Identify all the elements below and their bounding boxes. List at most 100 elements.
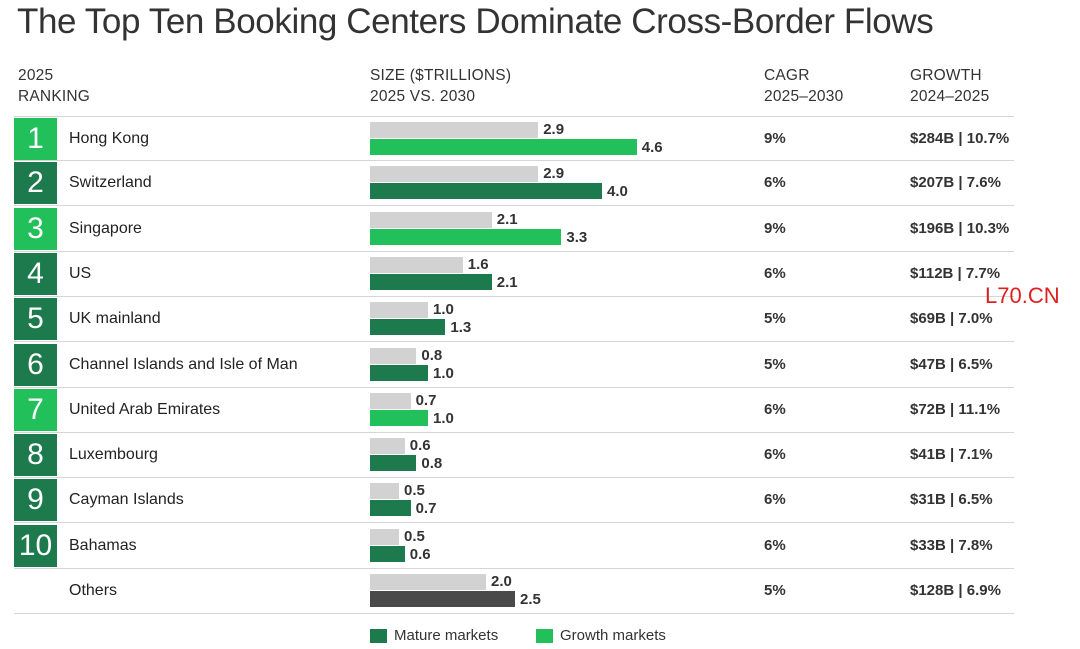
bar-2030-value: 4.6	[641, 139, 663, 156]
growth-value: $284B | 10.7%	[910, 130, 1010, 147]
growth-value: $196B | 10.3%	[910, 219, 1010, 237]
legend-label-mature: Mature markets	[394, 627, 499, 644]
growth-value: $47B | 6.5%	[910, 355, 993, 373]
bar-2025-value: 2.1	[496, 210, 518, 228]
country-label: UK mainland	[69, 310, 161, 328]
legend-swatch-growth	[536, 628, 553, 643]
bar-2030-value: 1.0	[433, 409, 454, 427]
country-label: US	[69, 264, 92, 282]
table-row: Others 2.0 2.5 5% $128B | 6.9%	[14, 569, 1014, 614]
country-label: Luxembourg	[69, 446, 158, 464]
growth-value: $207B | 7.6%	[910, 174, 1001, 192]
rank-badge: 3	[14, 207, 57, 250]
rank-badge: 1	[14, 118, 57, 160]
header-growth: GROWTH 2024–2025	[910, 65, 989, 107]
rank-badge: 7	[14, 388, 57, 431]
chart-title: The Top Ten Booking Centers Dominate Cro…	[17, 2, 934, 41]
country-label: Bahamas	[69, 536, 137, 554]
bar-2025-value: 0.8	[421, 346, 443, 364]
cagr-value: 9%	[764, 219, 786, 237]
country-label: United Arab Emirates	[69, 400, 221, 418]
bar-2025	[370, 438, 405, 455]
table-row: 9 Cayman Islands 0.5 0.7 6% $31B | 6.5%	[14, 478, 1014, 524]
watermark-text: L70.CN	[985, 283, 1060, 308]
growth-value: $31B | 6.5%	[910, 491, 993, 509]
bar-2025	[370, 574, 486, 590]
bar-2025	[370, 256, 463, 273]
bar-2025	[370, 392, 411, 409]
table-row: 6 Channel Islands and Isle of Man 0.8 1.0 5%…	[14, 343, 1014, 388]
rank-badge: 8	[14, 434, 57, 477]
cagr-value: 6%	[764, 491, 786, 509]
cagr-value: 9%	[764, 130, 786, 147]
header-cagr-line2: 2025–2030	[764, 88, 844, 105]
growth-value: $72B | 11.1%	[910, 400, 1001, 418]
bar-2030-value: 4.0	[607, 183, 628, 201]
bar-2025-value: 0.5	[404, 527, 425, 545]
legend-item-mature: Mature markets	[370, 627, 498, 644]
header-ranking: 2025 RANKING	[18, 65, 90, 107]
header-ranking-line2: RANKING	[18, 88, 91, 105]
rank-badge: 2	[14, 162, 57, 205]
growth-value: $33B | 7.8%	[910, 536, 993, 554]
bar-2025-value: 2.9	[543, 121, 565, 138]
bar-2025	[370, 122, 539, 138]
table-row: 5 UK mainland 1.0 1.3 5% $69B | 7.0%	[14, 297, 1014, 343]
bar-2030	[370, 545, 405, 562]
bar-2025	[370, 166, 539, 183]
bar-2025-value: 0.6	[409, 437, 431, 455]
bar-2030-value: 0.7	[415, 500, 437, 518]
table-row: 7 United Arab Emirates 0.7 1.0 6% $72B | 11.1…	[14, 388, 1014, 433]
rank-badge: 5	[14, 298, 57, 341]
bar-2025-value: 1.0	[433, 301, 454, 319]
header-size: SIZE ($TRILLIONS) 2025 VS. 2030	[370, 65, 511, 107]
bar-2030	[370, 319, 446, 336]
header-cagr: CAGR 2025–2030	[764, 65, 843, 107]
bar-2025	[370, 483, 399, 500]
growth-value: $69B | 7.0%	[910, 310, 993, 328]
cagr-value: 6%	[764, 446, 786, 464]
bar-2025-value: 0.7	[415, 391, 437, 409]
bar-2030	[370, 591, 515, 607]
bar-2030	[370, 500, 411, 517]
table-row: 1 Hong Kong 2.9 4.6 9% $284B | 10.7%	[14, 116, 1014, 161]
table-row: 10 Bahamas 0.5 0.6 6% $33B | 7.8%	[14, 524, 1014, 569]
bar-2030-value: 2.5	[520, 591, 541, 608]
table-row: 3 Singapore 2.1 3.3 9% $196B | 10.3%	[14, 207, 1014, 252]
header-size-line1: SIZE ($TRILLIONS)	[370, 67, 512, 84]
bar-2025-value: 2.0	[491, 573, 512, 590]
bar-2030	[370, 409, 428, 426]
cagr-value: 6%	[764, 264, 786, 282]
bar-2030-value: 0.6	[409, 545, 431, 563]
bar-2030-value: 2.1	[496, 273, 518, 291]
bar-2030	[370, 228, 562, 245]
rank-badge: 10	[14, 524, 57, 567]
bar-2030	[370, 455, 417, 472]
bar-2025-value: 2.9	[543, 165, 565, 183]
bar-2030-value: 1.3	[450, 319, 472, 337]
table-row: 8 Luxembourg 0.6 0.8 6% $41B | 7.1%	[14, 433, 1014, 479]
legend-label-growth: Growth markets	[560, 627, 666, 644]
bar-2030-value: 1.0	[433, 364, 454, 382]
table-row: 2 Switzerland 2.9 4.0 6% $207B | 7.6%	[14, 161, 1014, 207]
bar-2030	[370, 183, 602, 200]
bar-2025	[370, 211, 492, 228]
header-ranking-line1: 2025	[18, 67, 54, 84]
cagr-value: 5%	[764, 355, 786, 373]
bar-2030-value: 3.3	[566, 228, 588, 246]
bar-2025-value: 0.5	[404, 482, 425, 500]
cagr-value: 6%	[764, 400, 786, 418]
header-cagr-line1: CAGR	[764, 67, 810, 84]
country-label: Hong Kong	[69, 130, 150, 147]
header-size-line2: 2025 VS. 2030	[370, 88, 476, 105]
header-growth-line1: GROWTH	[910, 67, 982, 84]
bar-2030	[370, 364, 428, 381]
bar-2030	[370, 273, 492, 290]
cagr-value: 6%	[764, 536, 786, 554]
bar-2030	[370, 139, 637, 155]
bar-2025	[370, 347, 417, 364]
country-label: Channel Islands and Isle of Man	[69, 355, 298, 373]
rank-badge: 6	[14, 343, 57, 386]
table-row: 4 US 1.6 2.1 6% $112B | 7.7%	[14, 252, 1014, 297]
legend-item-growth: Growth markets	[536, 627, 666, 644]
